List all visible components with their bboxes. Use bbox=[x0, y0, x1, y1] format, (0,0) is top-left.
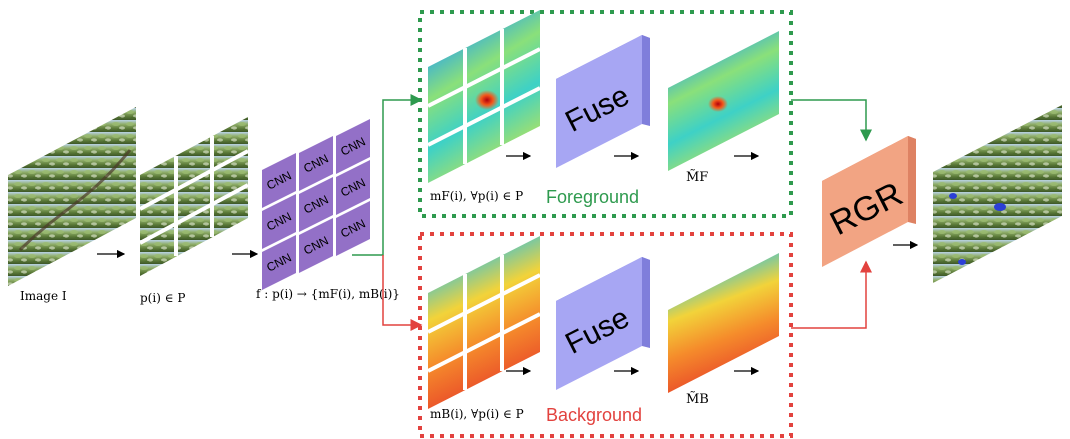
fg-fused-label: M̃F bbox=[686, 169, 708, 185]
image-label: Image I bbox=[20, 289, 67, 303]
background-box bbox=[418, 232, 793, 438]
patches-label: p(i) ∈ P bbox=[140, 291, 185, 305]
output-image bbox=[933, 105, 1062, 283]
arrow-fg-to-rgr bbox=[791, 99, 872, 142]
cnn-function-label: f : p(i) → {mF(i), mB(i)} bbox=[256, 287, 400, 301]
rgr-block: RGR bbox=[822, 136, 916, 267]
fg-maps-label: mF(i), ∀p(i) ∈ P bbox=[430, 189, 523, 203]
bg-maps-label: mB(i), ∀p(i) ∈ P bbox=[430, 407, 524, 421]
fused-foreground-map bbox=[668, 31, 779, 171]
foreground-patch-maps bbox=[427, 10, 541, 183]
cnn-tile bbox=[299, 218, 333, 273]
fuse-block-background: Fuse bbox=[556, 257, 650, 390]
cnn-tile bbox=[262, 235, 296, 290]
cnn-tile bbox=[336, 201, 370, 256]
background-patch-maps bbox=[427, 236, 541, 409]
image-patches bbox=[139, 117, 249, 276]
cnn-tile bbox=[299, 177, 333, 232]
cnn-tile bbox=[299, 136, 333, 191]
input-image bbox=[8, 107, 136, 286]
background-label: Background bbox=[546, 405, 642, 425]
bg-fused-label: M̃B bbox=[686, 391, 709, 407]
cnn-tile bbox=[336, 160, 370, 215]
fuse-block-foreground: Fuse bbox=[556, 35, 650, 168]
cnn-tile bbox=[336, 119, 370, 174]
cnn-tile bbox=[262, 153, 296, 208]
arrow-cnn-to-foreground bbox=[352, 94, 423, 256]
arrow-cnn-to-background bbox=[382, 255, 423, 331]
foreground-box bbox=[418, 10, 793, 218]
foreground-label: Foreground bbox=[546, 187, 639, 207]
fused-background-map bbox=[668, 253, 779, 393]
arrow-bg-to-rgr bbox=[791, 260, 872, 329]
cnn-tile bbox=[262, 194, 296, 249]
